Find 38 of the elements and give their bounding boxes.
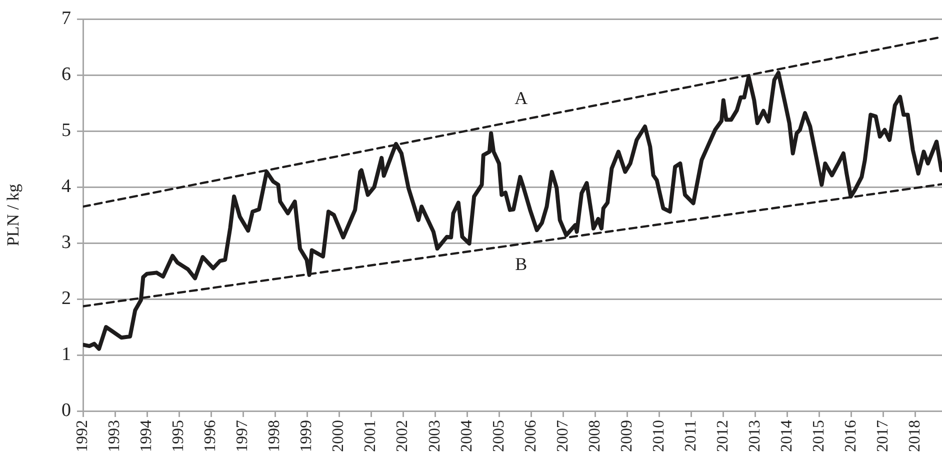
y-tick-label: 3 xyxy=(62,232,71,253)
y-tick-label: 5 xyxy=(62,120,71,141)
x-tick-label: 2006 xyxy=(522,420,540,452)
series-label: B xyxy=(515,254,528,274)
x-tick-label: 1996 xyxy=(202,420,220,452)
x-tick-label: 1992 xyxy=(74,420,92,452)
x-tick-label: 2013 xyxy=(746,420,764,452)
y-tick-label: 4 xyxy=(62,176,72,197)
x-tick-label: 2016 xyxy=(842,420,860,452)
x-tick-label: 2014 xyxy=(778,420,796,452)
y-tick-label: 1 xyxy=(62,344,71,365)
x-tick-label: 2018 xyxy=(906,420,924,452)
x-tick-label: 2011 xyxy=(682,420,700,452)
x-tick-label: 2008 xyxy=(586,420,604,452)
x-tick-label: 2015 xyxy=(810,420,828,452)
x-tick-label: 2009 xyxy=(618,420,636,452)
x-tick-label: 2007 xyxy=(554,420,572,452)
x-tick-label: 1997 xyxy=(234,420,252,452)
x-tick-label: 1995 xyxy=(170,420,188,452)
x-tick-label: 2002 xyxy=(394,420,412,452)
y-tick-label: 7 xyxy=(62,8,71,29)
x-tick-label: 2005 xyxy=(490,420,508,452)
y-axis-title: PLN / kg xyxy=(4,183,23,246)
y-tick-label: 0 xyxy=(62,400,71,421)
x-tick-label: 2017 xyxy=(874,420,892,452)
series-label: A xyxy=(514,88,528,108)
y-tick-label: 2 xyxy=(62,288,71,309)
x-tick-label: 1999 xyxy=(298,420,316,452)
x-tick-label: 2004 xyxy=(458,420,476,452)
x-tick-label: 1998 xyxy=(266,420,284,452)
x-tick-label: 2003 xyxy=(426,420,444,452)
x-tick-label: 2001 xyxy=(362,420,380,452)
x-tick-label: 2010 xyxy=(650,420,668,452)
x-tick-label: 2000 xyxy=(330,420,348,452)
y-tick-label: 6 xyxy=(62,64,71,85)
x-tick-label: 1993 xyxy=(106,420,124,452)
x-tick-label: 2012 xyxy=(714,420,732,452)
x-tick-label: 1994 xyxy=(138,420,156,452)
